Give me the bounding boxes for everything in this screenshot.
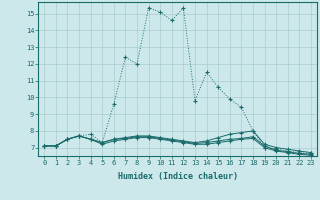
X-axis label: Humidex (Indice chaleur): Humidex (Indice chaleur) [118,172,238,181]
